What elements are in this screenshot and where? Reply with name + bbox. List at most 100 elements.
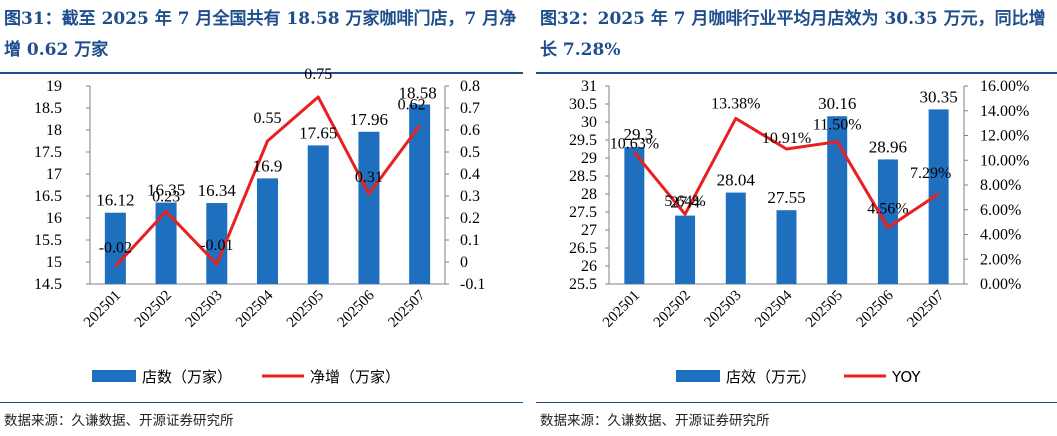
- bar-data-label: 27.4: [670, 193, 700, 212]
- line-data-label: 0.31: [355, 169, 383, 186]
- right-tick-label: 0.4: [460, 166, 480, 183]
- left-tick-label: 28: [581, 186, 597, 203]
- bar: [776, 210, 797, 284]
- x-tick-label: 202504: [752, 287, 795, 330]
- bar-data-label: 16.34: [198, 181, 237, 200]
- bar-data-label: 28.96: [869, 137, 907, 156]
- right-tick-label: 16.00%: [980, 78, 1029, 95]
- x-tick-label: 202504: [233, 287, 276, 330]
- right-tick-label: 0.1: [460, 232, 480, 249]
- line-data-label: 10.91%: [762, 130, 811, 147]
- line-data-label: 0.55: [254, 110, 282, 127]
- bar-data-label: 30.35: [920, 87, 958, 106]
- left-tick-label: 18.5: [34, 100, 62, 117]
- legend-bar-swatch: [676, 370, 720, 382]
- divider: [536, 402, 1057, 403]
- right-tick-label: 0: [460, 254, 468, 271]
- left-tick-label: 30: [581, 114, 597, 131]
- series-line: [633, 116, 940, 230]
- x-tick-label: 202501: [600, 288, 643, 331]
- bar: [155, 202, 177, 284]
- left-tick-label: 29.5: [569, 132, 597, 149]
- x-tick-label: 202503: [182, 288, 225, 331]
- line-data-label: 11.50%: [813, 117, 862, 134]
- bar-data-label: 16.35: [147, 181, 185, 200]
- bar: [307, 145, 329, 284]
- bar-data-label: 17.96: [350, 110, 388, 129]
- left-tick-label: 25.5: [569, 276, 597, 293]
- x-tick-label: 202505: [803, 288, 846, 331]
- left-tick-label: 26.5: [569, 240, 597, 257]
- bar-data-label: 28.04: [717, 171, 756, 190]
- right-tick-label: 4.00%: [980, 227, 1021, 244]
- left-tick-label: 15.5: [34, 232, 62, 249]
- left-tick-label: 15: [46, 254, 62, 271]
- bar: [928, 109, 949, 285]
- line-data-label: 0.62: [398, 97, 426, 114]
- legend-bar-swatch: [92, 370, 136, 382]
- x-tick-label: 202503: [701, 288, 744, 331]
- left-tick-label: 27: [581, 222, 597, 239]
- legend-bar-label: 店效（万元）: [726, 368, 816, 386]
- bar-data-label: 16.9: [253, 156, 283, 175]
- bar-data-label: 30.16: [818, 94, 856, 113]
- right-tick-label: 0.5: [460, 144, 480, 161]
- left-tick-label: 16: [46, 210, 62, 227]
- bar: [624, 147, 645, 284]
- chart-panel-store-efficiency: 图32：2025 年 7 月咖啡行业平均月店效为 30.35 万元，同比增长 7…: [536, 0, 1057, 436]
- bar: [877, 159, 898, 284]
- line-data-label: -0.01: [200, 237, 233, 254]
- x-tick-label: 202506: [854, 287, 897, 330]
- x-tick-label: 202507: [385, 287, 428, 330]
- legend-bar-label: 店数（万家）: [142, 368, 232, 386]
- bar-data-label: 18.58: [399, 83, 437, 102]
- right-tick-label: 0.8: [460, 78, 480, 95]
- x-tick-label: 202505: [284, 288, 327, 331]
- bar-data-label: 27.55: [767, 188, 805, 207]
- right-tick-label: 2.00%: [980, 251, 1021, 268]
- left-tick-label: 29: [581, 150, 597, 167]
- left-tick-label: 16.5: [34, 188, 62, 205]
- right-tick-label: 0.2: [460, 210, 480, 227]
- bar: [725, 192, 746, 284]
- chart-title: 图31：截至 2025 年 7 月全国共有 18.58 万家咖啡门店，7 月净增…: [4, 9, 517, 60]
- line-data-label: -0.02: [99, 239, 132, 256]
- right-tick-label: 12.00%: [980, 128, 1029, 145]
- left-tick-label: 17.5: [34, 144, 62, 161]
- left-tick-label: 30.5: [569, 96, 597, 113]
- x-tick-label: 202506: [335, 287, 378, 330]
- divider: [0, 72, 523, 74]
- x-tick-label: 202502: [651, 288, 694, 331]
- line-data-label: 0.23: [152, 188, 180, 205]
- right-tick-label: 8.00%: [980, 177, 1021, 194]
- source-note: 数据来源：久谦数据、开源证券研究所: [540, 413, 770, 429]
- x-tick-label: 202502: [132, 288, 175, 331]
- left-tick-label: 28.5: [569, 168, 597, 185]
- left-tick-label: 19: [46, 78, 62, 95]
- right-tick-label: 14.00%: [980, 103, 1029, 120]
- right-tick-label: 10.00%: [980, 152, 1029, 169]
- right-tick-label: 0.3: [460, 188, 480, 205]
- x-tick-label: 202507: [904, 287, 947, 330]
- right-tick-label: 0.6: [460, 122, 480, 139]
- right-tick-label: 0.7: [460, 100, 480, 117]
- bar-data-label: 17.65: [299, 123, 337, 142]
- bar: [104, 212, 126, 284]
- line-data-label: 13.38%: [711, 95, 760, 112]
- chart-panel-stores: 图31：截至 2025 年 7 月全国共有 18.58 万家咖啡门店，7 月净增…: [0, 0, 523, 436]
- line-data-label: 10.63%: [610, 135, 659, 152]
- bar: [206, 203, 228, 284]
- left-tick-label: 31: [581, 78, 597, 95]
- bar-data-label: 29.3: [623, 125, 653, 144]
- x-tick-label: 202501: [81, 288, 124, 331]
- legend-line-label: YOY: [891, 368, 921, 386]
- source-note: 数据来源：久谦数据、开源证券研究所: [4, 413, 234, 429]
- left-tick-label: 14.5: [34, 276, 62, 293]
- right-tick-label: 0.00%: [980, 276, 1021, 293]
- right-tick-label: 6.00%: [980, 202, 1021, 219]
- bar: [358, 131, 380, 284]
- chart-title: 图32：2025 年 7 月咖啡行业平均月店效为 30.35 万元，同比增长 7…: [540, 9, 1046, 60]
- bar: [827, 116, 848, 285]
- line-data-label: 5.64%: [664, 193, 705, 210]
